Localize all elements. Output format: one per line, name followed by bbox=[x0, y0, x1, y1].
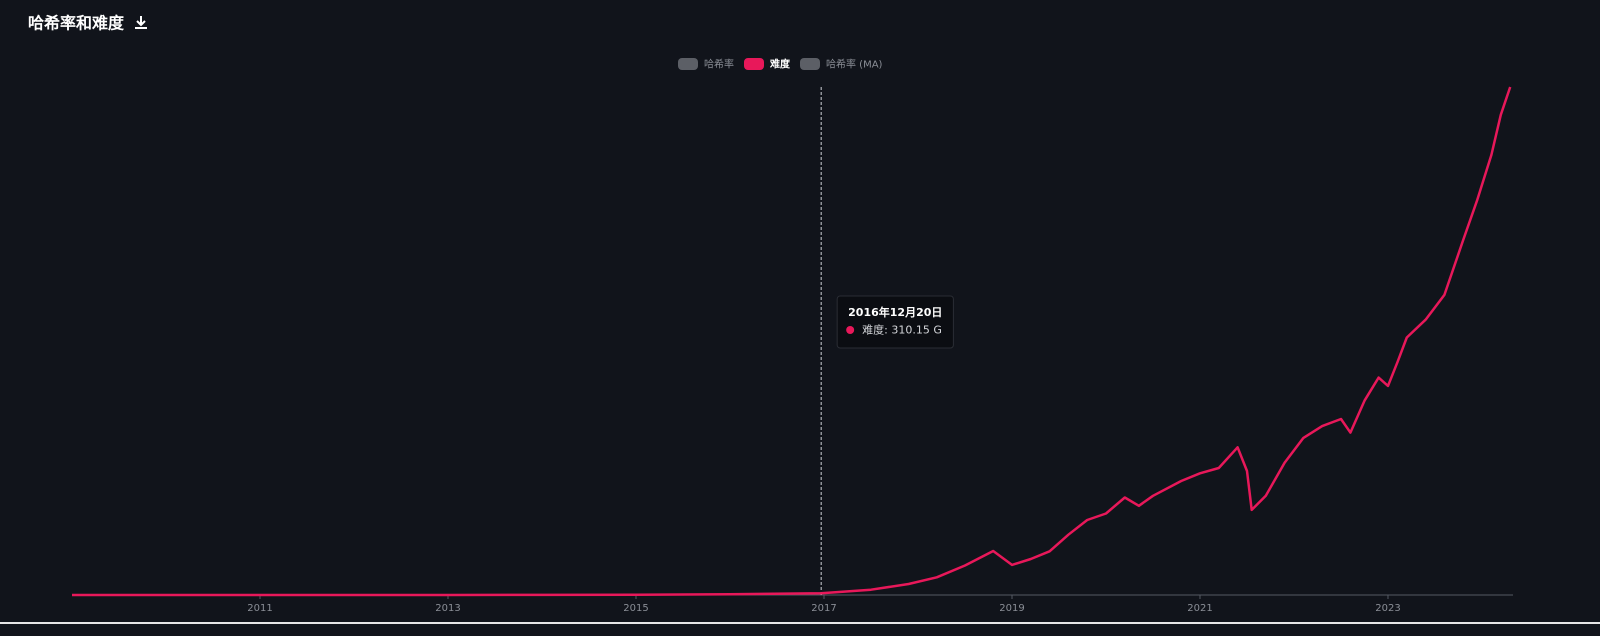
tooltip-value: 难度: 310.15 G bbox=[862, 323, 942, 337]
x-tick-label: 2019 bbox=[999, 603, 1024, 614]
x-tick-label: 2011 bbox=[247, 603, 272, 614]
legend-label: 难度 bbox=[769, 58, 791, 71]
legend-swatch bbox=[678, 58, 698, 70]
legend-item[interactable]: 哈希率 (MA) bbox=[800, 58, 883, 71]
legend-item[interactable]: 难度 bbox=[744, 58, 791, 71]
tooltip-box bbox=[836, 295, 954, 349]
legend-label: 哈希率 bbox=[704, 58, 734, 71]
x-tick-label: 2017 bbox=[811, 603, 836, 614]
x-tick-label: 2013 bbox=[435, 603, 460, 614]
legend-item[interactable]: 哈希率 bbox=[678, 58, 734, 71]
tooltip-marker bbox=[846, 326, 855, 334]
x-tick-label: 2015 bbox=[623, 603, 648, 614]
legend-swatch bbox=[800, 58, 820, 70]
tooltip-title: 2016年12月20日 bbox=[848, 305, 942, 319]
x-tick-label: 2023 bbox=[1375, 603, 1400, 614]
chart-title: 哈希率和难度 bbox=[28, 14, 125, 33]
legend: 哈希率 难度 哈希率 (MA) bbox=[678, 58, 883, 71]
download-icon[interactable] bbox=[135, 16, 147, 29]
line bbox=[72, 86, 1512, 597]
download-glyph bbox=[135, 16, 147, 29]
legend-label: 哈希率 (MA) bbox=[826, 58, 883, 71]
legend-swatch bbox=[744, 58, 764, 70]
x-tick-label: 2021 bbox=[1187, 603, 1212, 614]
